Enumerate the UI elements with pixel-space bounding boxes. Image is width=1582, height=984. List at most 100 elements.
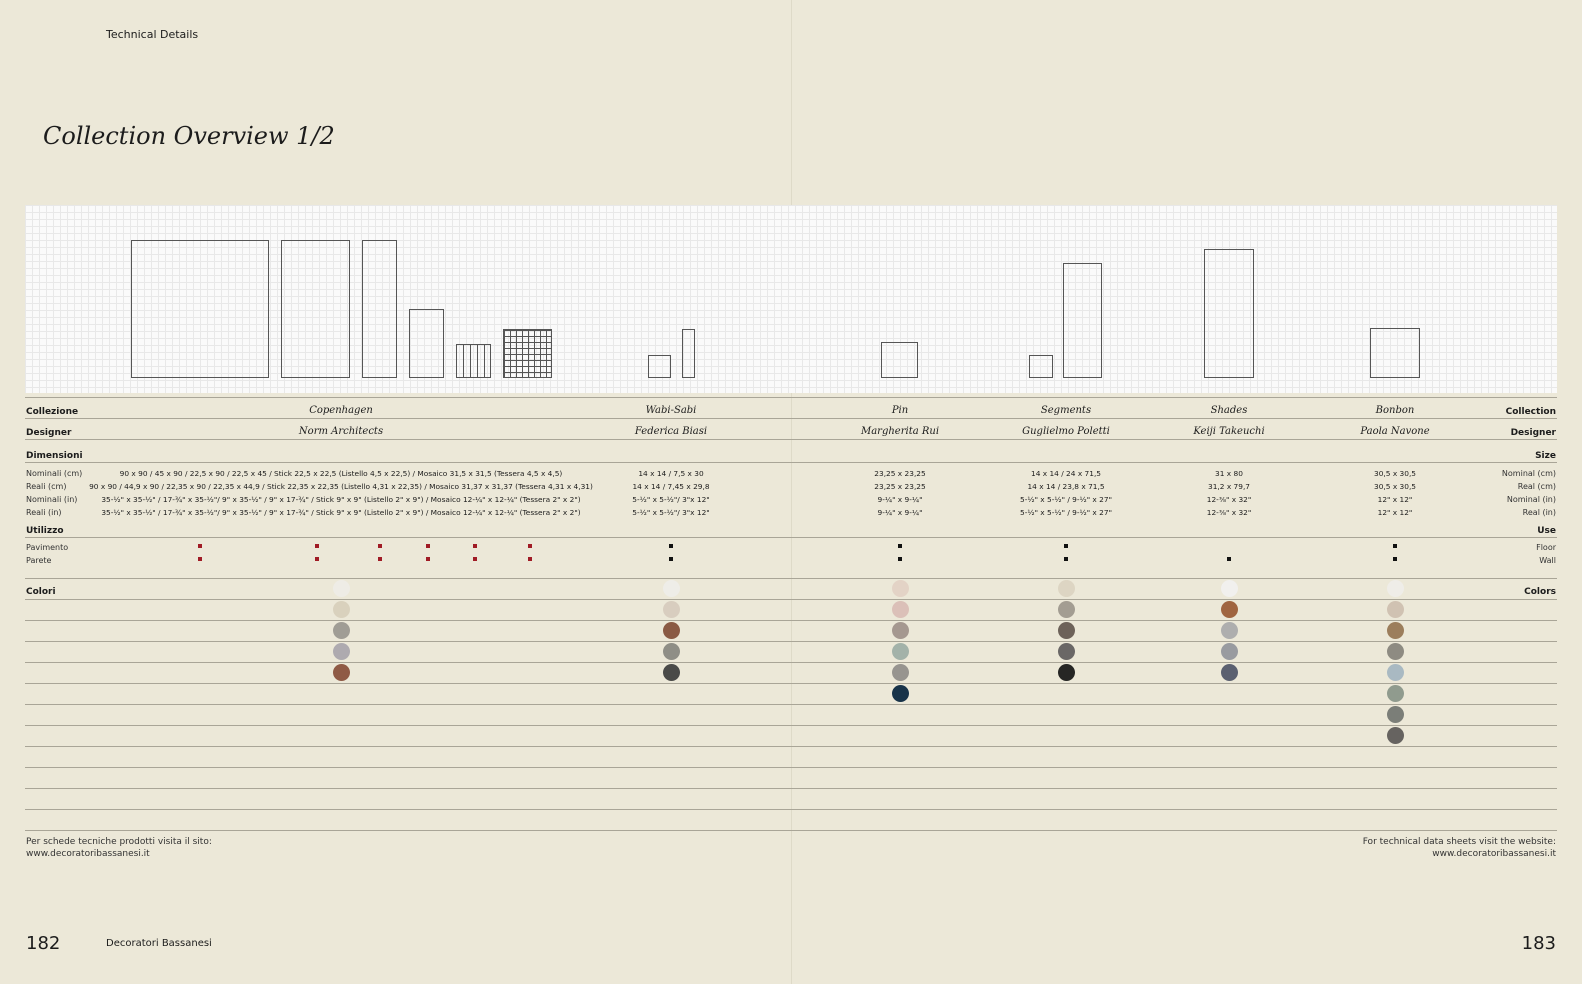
collection-designer: Guglielmo Poletti bbox=[1022, 426, 1110, 437]
color-swatch bbox=[1221, 601, 1238, 618]
color-swatch bbox=[892, 601, 909, 618]
color-swatch bbox=[1058, 601, 1075, 618]
wall-marker bbox=[426, 557, 430, 561]
color-swatch bbox=[1387, 580, 1404, 597]
rule bbox=[25, 462, 1557, 463]
color-swatch bbox=[333, 643, 350, 660]
label-real-in-en: Real (in) bbox=[1522, 508, 1556, 517]
label-colors-en: Colors bbox=[1524, 587, 1556, 597]
rule bbox=[25, 418, 1557, 419]
color-swatch bbox=[1387, 664, 1404, 681]
section-heading: Technical Details bbox=[106, 28, 199, 41]
color-swatch bbox=[892, 580, 909, 597]
floor-marker bbox=[1393, 544, 1397, 548]
label-collection-en: Collection bbox=[1505, 407, 1556, 417]
nominal-cm: 23,25 x 23,25 bbox=[874, 469, 926, 478]
nominal-in: 9-¼" x 9-¼" bbox=[877, 495, 923, 504]
footer-left: Per schede tecniche prodotti visita il s… bbox=[26, 836, 212, 860]
label-real-cm-it: Reali (cm) bbox=[26, 482, 67, 491]
label-wall-en: Wall bbox=[1539, 556, 1556, 565]
tile-segments-24x71 bbox=[1063, 263, 1102, 378]
page-title: Collection Overview 1/2 bbox=[43, 122, 335, 150]
rule bbox=[25, 662, 1557, 663]
color-swatch bbox=[892, 622, 909, 639]
collection-designer: Norm Architects bbox=[298, 426, 384, 437]
nominal-cm: 14 x 14 / 24 x 71,5 bbox=[1030, 469, 1102, 478]
label-dimensions-en: Size bbox=[1535, 451, 1556, 461]
label-colors-it: Colori bbox=[26, 587, 56, 597]
label-floor-en: Floor bbox=[1536, 543, 1556, 552]
nominal-in: 35-½" x 35-½" / 17-¾" x 35-½"/ 9" x 35-½… bbox=[101, 495, 581, 504]
label-wall-it: Parete bbox=[26, 556, 52, 565]
nominal-in: 5-½" x 5-½"/ 3"x 12" bbox=[632, 495, 710, 504]
label-designer-en: Designer bbox=[1510, 428, 1556, 438]
floor-marker bbox=[426, 544, 430, 548]
real-in: 12" x 12" bbox=[1377, 508, 1413, 517]
collection-designer: Margherita Rui bbox=[860, 426, 940, 437]
collection-designer: Federica Biasi bbox=[634, 426, 708, 437]
rule bbox=[25, 599, 1557, 600]
real-cm: 31,2 x 79,7 bbox=[1208, 482, 1250, 491]
color-swatch bbox=[892, 643, 909, 660]
page-number-right: 183 bbox=[1521, 933, 1556, 954]
nominal-cm: 31 x 80 bbox=[1215, 469, 1243, 478]
rule bbox=[25, 683, 1557, 684]
rule bbox=[25, 788, 1557, 789]
page-number-left: 182 bbox=[26, 933, 61, 954]
nominal-in: 12-⅜" x 32" bbox=[1206, 495, 1252, 504]
real-in: 5-½" x 5-½" / 9-½" x 27" bbox=[1020, 508, 1112, 517]
tile-copenhagen-22x45 bbox=[409, 309, 444, 378]
label-nominal-cm-it: Nominali (cm) bbox=[26, 469, 83, 478]
color-swatch bbox=[1387, 685, 1404, 702]
tile-copenhagen-22x90 bbox=[362, 240, 397, 378]
real-in: 12-⅜" x 32" bbox=[1206, 508, 1252, 517]
floor-marker bbox=[378, 544, 382, 548]
real-cm: 90 x 90 / 44,9 x 90 / 22,35 x 90 / 22,35… bbox=[89, 482, 593, 491]
color-swatch bbox=[663, 622, 680, 639]
rule bbox=[25, 439, 1557, 440]
collection-designer: Keiji Takeuchi bbox=[1193, 426, 1265, 437]
color-swatch bbox=[1387, 706, 1404, 723]
label-collection-it: Collezione bbox=[26, 407, 79, 417]
rule bbox=[25, 704, 1557, 705]
footer-right-link[interactable]: www.decoratoribassanesi.it bbox=[1432, 849, 1556, 859]
real-cm: 23,25 x 23,25 bbox=[874, 482, 926, 491]
tile-copenhagen-45x90 bbox=[281, 240, 350, 378]
color-swatch bbox=[1221, 622, 1238, 639]
footer-left-line1: Per schede tecniche prodotti visita il s… bbox=[26, 837, 212, 847]
color-swatch bbox=[1058, 643, 1075, 660]
color-swatch bbox=[663, 601, 680, 618]
nominal-in: 12" x 12" bbox=[1377, 495, 1413, 504]
tile-copenhagen-mosaic bbox=[503, 329, 552, 378]
color-swatch bbox=[1387, 727, 1404, 744]
floor-marker bbox=[315, 544, 319, 548]
rule bbox=[25, 578, 1557, 579]
wall-marker bbox=[315, 557, 319, 561]
wall-marker bbox=[669, 557, 673, 561]
collection-name: Segments bbox=[1040, 405, 1092, 416]
label-real-in-it: Reali (in) bbox=[26, 508, 62, 517]
nominal-in: 5-½" x 5-½" / 9-½" x 27" bbox=[1020, 495, 1112, 504]
collection-name: Copenhagen bbox=[309, 405, 373, 416]
color-swatch bbox=[333, 664, 350, 681]
label-use-it: Utilizzo bbox=[26, 526, 64, 536]
real-cm: 30,5 x 30,5 bbox=[1374, 482, 1416, 491]
wall-marker bbox=[528, 557, 532, 561]
brand-name: Decoratori Bassanesi bbox=[106, 938, 212, 949]
tile-shades bbox=[1204, 249, 1254, 378]
collection-name: Shades bbox=[1210, 405, 1248, 416]
size-diagram bbox=[25, 205, 1557, 393]
rule bbox=[25, 537, 1557, 538]
wall-marker bbox=[378, 557, 382, 561]
collection-name: Wabi-Sabi bbox=[645, 405, 697, 416]
rule bbox=[25, 746, 1557, 747]
collection-designer: Paola Navone bbox=[1360, 426, 1430, 437]
rule bbox=[25, 641, 1557, 642]
color-swatch bbox=[333, 601, 350, 618]
footer-left-link[interactable]: www.decoratoribassanesi.it bbox=[26, 849, 150, 859]
footer-right-line1: For technical data sheets visit the webs… bbox=[1362, 837, 1556, 847]
tile-copenhagen-90x90 bbox=[131, 240, 269, 378]
tile-wabisabi-14x14 bbox=[648, 355, 671, 378]
rule bbox=[25, 809, 1557, 810]
label-real-cm-en: Real (cm) bbox=[1517, 482, 1556, 491]
